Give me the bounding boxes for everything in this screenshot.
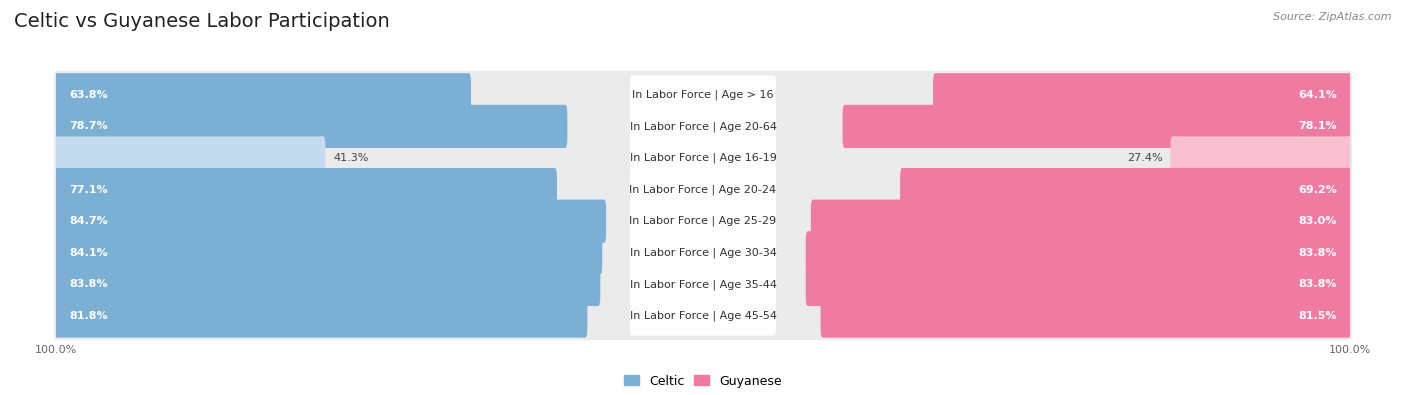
- Text: 63.8%: 63.8%: [69, 90, 108, 100]
- FancyBboxPatch shape: [53, 71, 1353, 119]
- Text: In Labor Force | Age 35-44: In Labor Force | Age 35-44: [630, 279, 776, 290]
- Text: In Labor Force | Age 20-64: In Labor Force | Age 20-64: [630, 121, 776, 132]
- Text: 41.3%: 41.3%: [333, 153, 368, 163]
- FancyBboxPatch shape: [55, 294, 588, 338]
- FancyBboxPatch shape: [53, 134, 1353, 182]
- Text: 83.8%: 83.8%: [1298, 248, 1337, 258]
- Text: In Labor Force | Age 45-54: In Labor Force | Age 45-54: [630, 311, 776, 321]
- FancyBboxPatch shape: [53, 102, 1353, 150]
- FancyBboxPatch shape: [53, 292, 1353, 340]
- FancyBboxPatch shape: [630, 233, 776, 273]
- Text: Source: ZipAtlas.com: Source: ZipAtlas.com: [1274, 12, 1392, 22]
- FancyBboxPatch shape: [55, 136, 325, 180]
- Text: In Labor Force | Age 20-24: In Labor Force | Age 20-24: [630, 184, 776, 195]
- FancyBboxPatch shape: [55, 263, 600, 306]
- Text: Celtic vs Guyanese Labor Participation: Celtic vs Guyanese Labor Participation: [14, 12, 389, 31]
- Text: 81.8%: 81.8%: [69, 311, 108, 321]
- FancyBboxPatch shape: [934, 73, 1351, 117]
- FancyBboxPatch shape: [55, 231, 602, 275]
- Text: In Labor Force | Age 16-19: In Labor Force | Age 16-19: [630, 153, 776, 163]
- FancyBboxPatch shape: [630, 296, 776, 336]
- FancyBboxPatch shape: [55, 105, 568, 148]
- FancyBboxPatch shape: [1170, 136, 1351, 180]
- FancyBboxPatch shape: [900, 168, 1351, 211]
- Text: 84.1%: 84.1%: [69, 248, 108, 258]
- Text: In Labor Force | Age 30-34: In Labor Force | Age 30-34: [630, 248, 776, 258]
- Text: 83.0%: 83.0%: [1299, 216, 1337, 226]
- Text: 78.1%: 78.1%: [1298, 121, 1337, 132]
- FancyBboxPatch shape: [53, 260, 1353, 308]
- Text: 81.5%: 81.5%: [1298, 311, 1337, 321]
- Text: 83.8%: 83.8%: [69, 279, 108, 290]
- FancyBboxPatch shape: [630, 75, 776, 115]
- Text: 77.1%: 77.1%: [69, 184, 108, 195]
- Legend: Celtic, Guyanese: Celtic, Guyanese: [619, 370, 787, 393]
- FancyBboxPatch shape: [55, 168, 557, 211]
- Text: 78.7%: 78.7%: [69, 121, 108, 132]
- Text: 69.2%: 69.2%: [1298, 184, 1337, 195]
- Text: 27.4%: 27.4%: [1128, 153, 1163, 163]
- FancyBboxPatch shape: [842, 105, 1351, 148]
- FancyBboxPatch shape: [630, 265, 776, 304]
- FancyBboxPatch shape: [55, 73, 471, 117]
- FancyBboxPatch shape: [53, 197, 1353, 245]
- FancyBboxPatch shape: [53, 166, 1353, 214]
- Text: In Labor Force | Age > 16: In Labor Force | Age > 16: [633, 90, 773, 100]
- FancyBboxPatch shape: [821, 294, 1351, 338]
- FancyBboxPatch shape: [55, 199, 606, 243]
- Text: In Labor Force | Age 25-29: In Labor Force | Age 25-29: [630, 216, 776, 226]
- FancyBboxPatch shape: [53, 229, 1353, 277]
- Text: 83.8%: 83.8%: [1298, 279, 1337, 290]
- Text: 84.7%: 84.7%: [69, 216, 108, 226]
- FancyBboxPatch shape: [630, 170, 776, 209]
- Text: 64.1%: 64.1%: [1298, 90, 1337, 100]
- FancyBboxPatch shape: [630, 201, 776, 241]
- FancyBboxPatch shape: [811, 199, 1351, 243]
- FancyBboxPatch shape: [630, 138, 776, 178]
- FancyBboxPatch shape: [630, 107, 776, 146]
- FancyBboxPatch shape: [806, 231, 1351, 275]
- FancyBboxPatch shape: [806, 263, 1351, 306]
